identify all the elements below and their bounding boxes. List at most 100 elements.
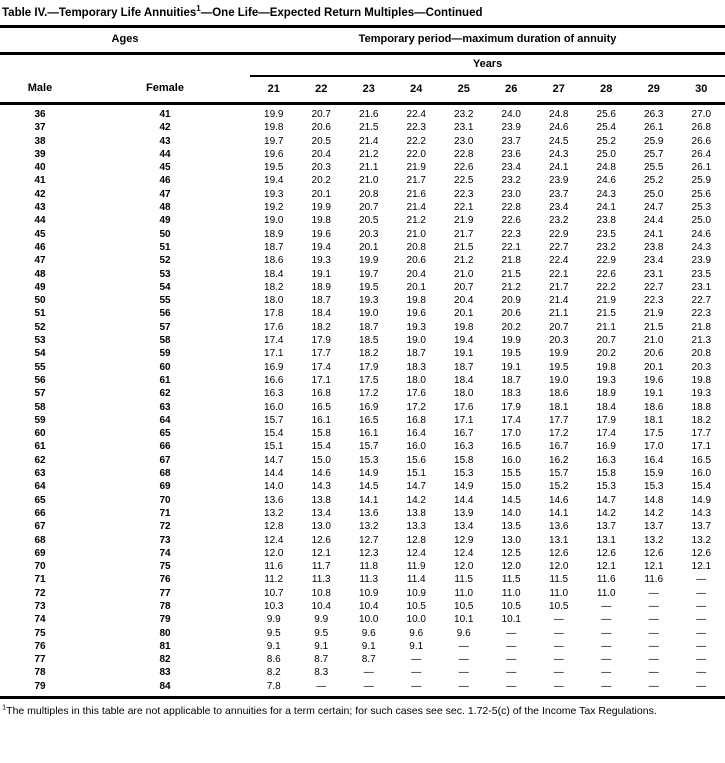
multiple-value-cell: 17.6: [264, 321, 284, 333]
female-age-cell: 44: [159, 148, 171, 160]
multiple-value-cell: —: [487, 679, 535, 700]
multiple-value-cell: 20.3: [311, 162, 331, 174]
multiple-value-cell: 13.2: [264, 507, 284, 519]
multiple-value-cell: 21.9: [644, 308, 664, 320]
multiple-value-cell: 10.9: [406, 587, 426, 599]
multiple-value-cell: 20.5: [359, 215, 379, 227]
multiple-value-cell: 16.0: [691, 468, 712, 480]
temporary-period-header: Temporary period—maximum duration of ann…: [250, 28, 725, 55]
multiple-value-cell: 22.3: [501, 228, 521, 240]
table-title: Table IV.—Temporary Life Annuities1—One …: [0, 5, 725, 28]
multiple-value-cell: 14.4: [264, 468, 284, 480]
multiple-value-cell: 26.8: [691, 122, 712, 134]
multiple-value-cell: 19.1: [311, 268, 331, 280]
female-age-cell: 74: [159, 547, 171, 559]
female-age-cell: 82: [159, 654, 171, 666]
multiple-value-cell: —: [601, 667, 612, 679]
female-age-cell: 47: [159, 188, 171, 200]
multiple-value-cell: 12.1: [691, 561, 712, 573]
multiple-value-cell: 10.8: [311, 587, 331, 599]
multiple-value-cell: 19.8: [406, 295, 426, 307]
multiple-value-cell: 18.9: [596, 388, 616, 400]
table-row: 58 63 16.0 16.5 16.9 17.2 17.6 17.9 18.1 18.4 18.6…: [0, 401, 725, 414]
male-age-cell: 75: [34, 627, 46, 639]
female-age-cell: 63: [159, 401, 171, 413]
multiple-value-cell: 18.2: [264, 281, 284, 293]
male-age-cell: 58: [34, 401, 46, 413]
multiple-value-cell: 12.5: [501, 547, 521, 559]
multiple-value-cell: 13.6: [264, 494, 284, 506]
female-age-cell: 67: [159, 454, 171, 466]
multiple-value-cell: 22.9: [549, 228, 569, 240]
multiple-value-cell: 19.1: [644, 388, 664, 400]
male-age-cell: 49: [34, 281, 46, 293]
multiple-value-cell: 20.7: [359, 202, 379, 214]
multiple-value-cell: 23.6: [501, 148, 521, 160]
multiple-value-cell: 13.8: [311, 494, 331, 506]
multiple-value-cell: 10.9: [359, 587, 379, 599]
multiple-value-cell: 18.0: [264, 295, 284, 307]
multiple-value-cell: —: [363, 667, 374, 679]
male-age-cell: 65: [34, 494, 46, 506]
multiple-value-cell: —: [696, 600, 707, 612]
multiple-value-cell: 25.9: [644, 135, 664, 147]
multiple-value-cell: 20.8: [359, 188, 379, 200]
multiple-value-cell: 21.3: [691, 335, 712, 347]
multiple-value-cell: 13.2: [644, 534, 664, 546]
multiple-value-cell: 18.3: [406, 361, 426, 373]
multiple-value-cell: 22.7: [549, 241, 569, 253]
years-header-row: Years: [0, 53, 725, 77]
multiple-value-cell: 18.6: [264, 255, 284, 267]
multiple-value-cell: 23.9: [691, 255, 712, 267]
multiple-value-cell: 10.1: [501, 614, 521, 626]
multiple-value-cell: 8.3: [314, 667, 329, 679]
multiple-value-cell: 14.3: [311, 481, 331, 493]
multiple-value-cell: 17.1: [691, 441, 712, 453]
multiple-value-cell: 25.4: [596, 122, 616, 134]
multiple-value-cell: 23.5: [596, 228, 616, 240]
multiple-value-cell: 19.4: [454, 335, 474, 347]
multiple-value-cell: —: [648, 640, 659, 652]
multiple-value-cell: 19.9: [549, 348, 569, 360]
male-age-cell: 42: [34, 188, 46, 200]
multiple-value-cell: 11.5: [549, 574, 569, 586]
multiple-value-cell: 11.5: [454, 574, 474, 586]
multiple-value-cell: 19.0: [549, 374, 569, 386]
male-age-cell: 72: [34, 587, 46, 599]
multiple-value-cell: 18.0: [454, 388, 474, 400]
multiple-value-cell: —: [535, 679, 583, 700]
table-row: 69 74 12.0 12.1 12.3 12.4 12.4 12.5 12.6 12.6 12.6…: [0, 547, 725, 560]
multiple-value-cell: 23.9: [549, 175, 569, 187]
multiple-value-cell: 25.6: [691, 188, 712, 200]
table-row: 77 82 8.6 8.7 8.7 — — — — — — —: [0, 653, 725, 666]
multiple-value-cell: 25.0: [691, 215, 712, 227]
male-age-cell: 40: [34, 162, 46, 174]
multiple-value-cell: 20.4: [454, 295, 474, 307]
male-age-cell: 38: [34, 135, 46, 147]
male-age-cell: 74: [34, 614, 46, 626]
female-age-cell: 69: [159, 481, 171, 493]
multiple-value-cell: 25.9: [691, 175, 712, 187]
multiple-value-cell: 17.0: [501, 428, 521, 440]
multiple-value-cell: 13.2: [359, 521, 379, 533]
multiple-value-cell: 11.2: [264, 574, 284, 586]
multiple-value-cell: 16.8: [406, 414, 426, 426]
female-age-cell: 59: [159, 348, 171, 360]
multiple-value-cell: 17.6: [454, 401, 474, 413]
multiple-value-cell: 19.4: [264, 175, 284, 187]
multiple-value-cell: 21.0: [406, 228, 426, 240]
table-row: 46 51 18.7 19.4 20.1 20.8 21.5 22.1 22.7 23.2 23.8…: [0, 241, 725, 254]
female-age-cell: 77: [159, 587, 171, 599]
multiple-value-cell: 8.7: [361, 654, 376, 666]
multiple-value-cell: 17.7: [549, 414, 569, 426]
multiple-value-cell: 19.8: [691, 374, 712, 386]
multiple-value-cell: 12.0: [454, 561, 474, 573]
multiple-value-cell: 20.6: [644, 348, 664, 360]
multiple-value-cell: 10.7: [264, 587, 284, 599]
table-row: 65 70 13.6 13.8 14.1 14.2 14.4 14.5 14.6 14.7 14.8…: [0, 494, 725, 507]
multiple-value-cell: 16.9: [596, 441, 616, 453]
multiple-value-cell: 18.1: [549, 401, 569, 413]
male-age-cell: 45: [34, 228, 46, 240]
multiple-value-cell: 19.0: [359, 308, 379, 320]
multiple-value-cell: 22.1: [501, 241, 521, 253]
